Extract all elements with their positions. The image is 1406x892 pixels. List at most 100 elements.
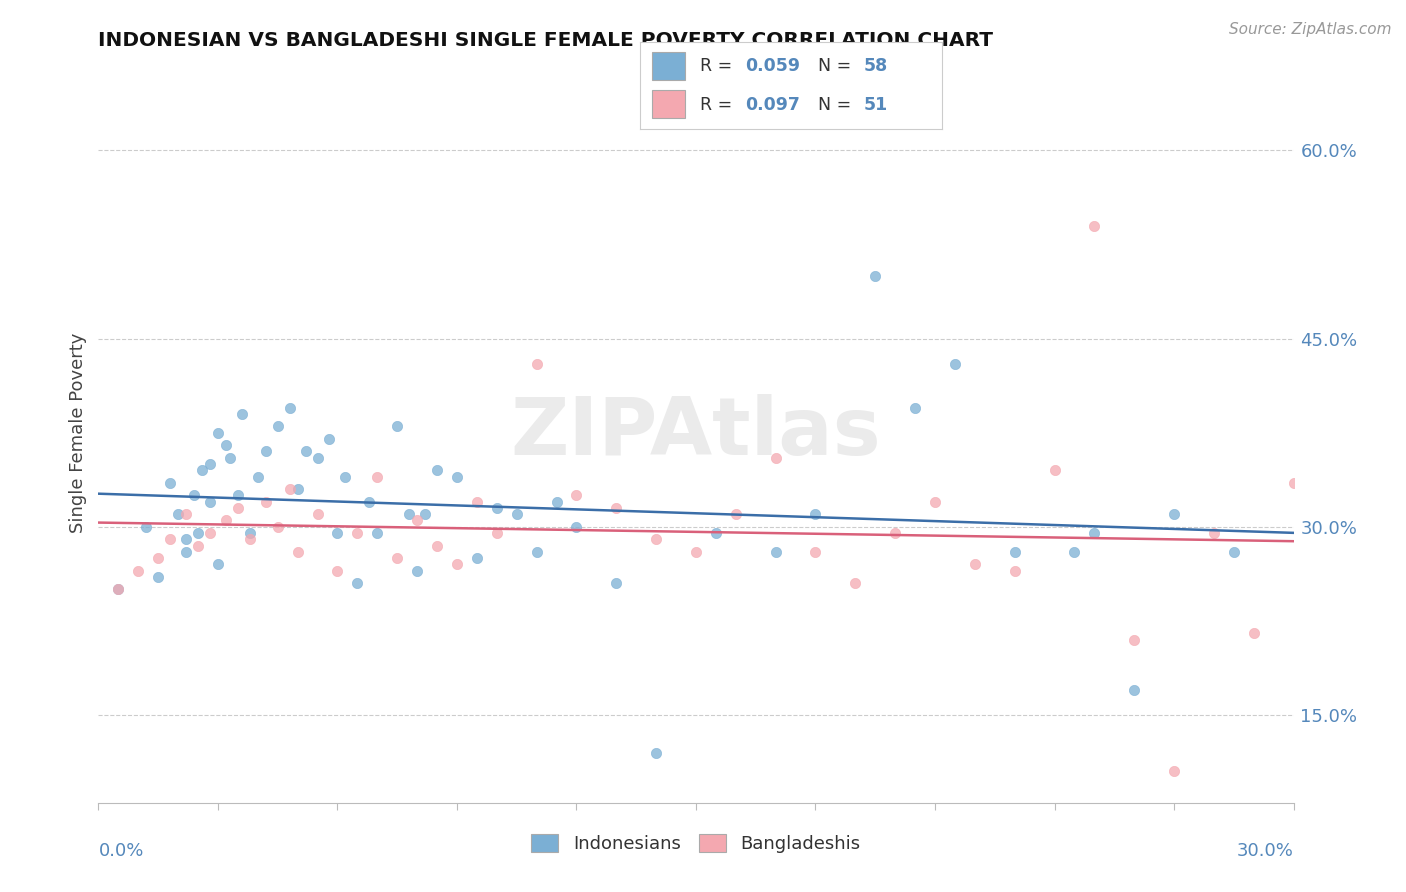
Point	[191, 463, 214, 477]
Point	[685, 545, 707, 559]
Point	[426, 539, 449, 553]
Point	[1063, 545, 1085, 559]
Point	[1282, 475, 1305, 490]
Point	[231, 407, 253, 421]
Point	[326, 526, 349, 541]
Point	[446, 558, 468, 572]
Point	[406, 564, 429, 578]
Point	[1004, 545, 1026, 559]
Point	[844, 576, 866, 591]
Point	[346, 526, 368, 541]
Point	[294, 444, 316, 458]
Text: R =: R =	[700, 56, 738, 75]
Point	[254, 444, 277, 458]
Point	[187, 539, 209, 553]
Point	[226, 500, 249, 515]
Point	[159, 475, 181, 490]
Point	[318, 432, 340, 446]
Point	[943, 357, 966, 371]
Point	[385, 551, 409, 566]
Point	[167, 507, 190, 521]
FancyBboxPatch shape	[652, 52, 685, 79]
Legend: Indonesians, Bangladeshis: Indonesians, Bangladeshis	[524, 827, 868, 861]
Y-axis label: Single Female Poverty: Single Female Poverty	[69, 333, 87, 533]
Point	[526, 545, 548, 559]
Point	[326, 564, 349, 578]
Point	[884, 526, 907, 541]
Point	[207, 425, 229, 440]
Point	[485, 500, 508, 515]
Point	[904, 401, 927, 415]
Point	[198, 457, 221, 471]
Text: 0.0%: 0.0%	[98, 842, 143, 860]
Point	[1163, 764, 1185, 779]
Point	[465, 551, 488, 566]
Point	[924, 494, 946, 508]
Point	[254, 494, 277, 508]
Point	[1243, 626, 1265, 640]
Point	[1402, 551, 1406, 566]
Point	[267, 520, 290, 534]
Point	[187, 526, 209, 541]
Point	[506, 507, 529, 521]
Point	[219, 450, 242, 465]
Text: ZIPAtlas: ZIPAtlas	[510, 393, 882, 472]
Point	[174, 545, 197, 559]
Point	[359, 494, 381, 508]
Point	[765, 545, 787, 559]
Point	[1043, 463, 1066, 477]
Point	[1083, 219, 1105, 233]
Point	[865, 268, 887, 283]
Point	[1083, 526, 1105, 541]
Text: 30.0%: 30.0%	[1237, 842, 1294, 860]
Point	[366, 526, 388, 541]
Point	[724, 507, 747, 521]
Text: R =: R =	[700, 95, 738, 114]
Point	[526, 357, 548, 371]
Point	[215, 513, 238, 527]
Point	[465, 494, 488, 508]
Point	[346, 576, 368, 591]
Point	[385, 419, 409, 434]
Point	[1202, 526, 1225, 541]
Point	[198, 526, 221, 541]
Text: Source: ZipAtlas.com: Source: ZipAtlas.com	[1229, 22, 1392, 37]
Text: 51: 51	[863, 95, 887, 114]
Point	[135, 520, 157, 534]
Point	[148, 570, 170, 584]
Point	[198, 494, 221, 508]
Point	[1123, 682, 1146, 697]
Point	[1343, 526, 1365, 541]
Point	[1223, 545, 1246, 559]
Point	[207, 558, 229, 572]
Point	[307, 450, 329, 465]
Point	[804, 545, 827, 559]
Text: N =: N =	[818, 95, 856, 114]
FancyBboxPatch shape	[652, 90, 685, 118]
Point	[148, 551, 170, 566]
Point	[267, 419, 290, 434]
Point	[107, 582, 129, 597]
Point	[335, 469, 357, 483]
Text: 58: 58	[863, 56, 887, 75]
Point	[159, 533, 181, 547]
Point	[174, 533, 197, 547]
Point	[226, 488, 249, 502]
Point	[645, 746, 668, 760]
Point	[287, 545, 309, 559]
Point	[127, 564, 149, 578]
Point	[565, 488, 588, 502]
Point	[287, 482, 309, 496]
Point	[183, 488, 205, 502]
Point	[605, 576, 627, 591]
Point	[398, 507, 420, 521]
Point	[215, 438, 238, 452]
Point	[239, 533, 262, 547]
Point	[366, 469, 388, 483]
Text: N =: N =	[818, 56, 856, 75]
Point	[446, 469, 468, 483]
Point	[278, 482, 301, 496]
Point	[565, 520, 588, 534]
Point	[704, 526, 727, 541]
Point	[963, 558, 986, 572]
